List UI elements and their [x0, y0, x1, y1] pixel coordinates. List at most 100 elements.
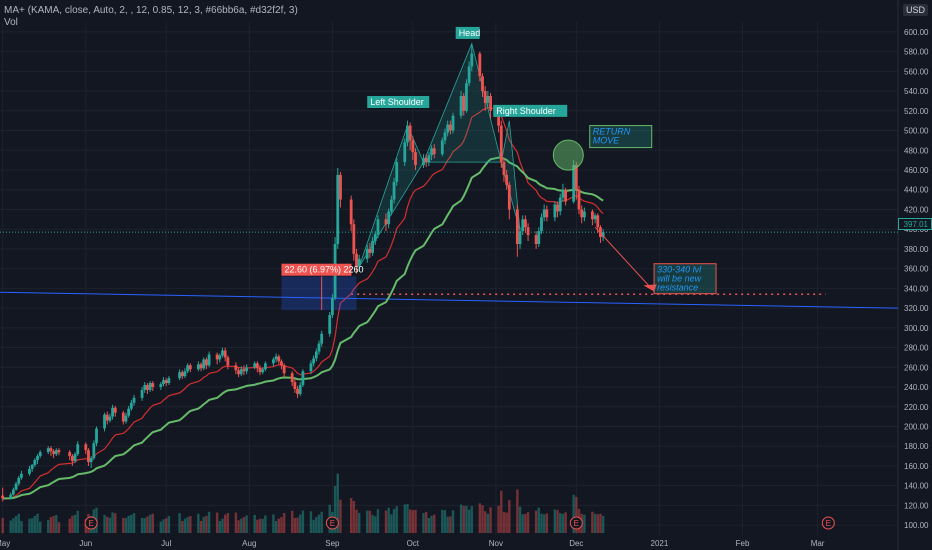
volume-bar — [524, 513, 527, 533]
return-move-circle — [552, 139, 584, 171]
volume-bar — [202, 516, 205, 533]
volume-bar — [245, 515, 248, 533]
candle-body — [355, 253, 358, 267]
volume-bar — [55, 514, 58, 533]
kama-fast-line — [2, 156, 604, 500]
volume-bar — [30, 518, 34, 533]
candle-body — [368, 248, 372, 253]
volume-bar — [572, 494, 575, 533]
candle-body — [199, 364, 203, 369]
volume-bar — [451, 510, 455, 533]
earnings-marker-label: E — [826, 519, 831, 528]
volume-bar — [178, 513, 181, 533]
left-shoulder-label: Left Shoulder — [370, 97, 424, 107]
volume-bar — [183, 518, 187, 533]
resistance-note-label: 330-340 lvl — [657, 265, 702, 275]
volume-bar — [186, 517, 189, 533]
candle-body — [467, 66, 471, 84]
volume-bar — [374, 516, 377, 533]
volume-bar — [387, 507, 390, 533]
volume-bar — [599, 513, 602, 533]
candle-body — [52, 451, 56, 455]
earnings-marker-icon — [821, 516, 835, 530]
volume-bar — [282, 512, 286, 533]
volume-bar — [478, 503, 482, 533]
volume-bar — [368, 510, 372, 533]
volume-bar — [406, 504, 409, 533]
y-tick-label: 480.00 — [904, 146, 929, 155]
y-tick-label: 340.00 — [904, 284, 929, 293]
x-tick-label: May — [0, 539, 10, 548]
candle-body — [596, 215, 600, 228]
volume-bar — [189, 516, 192, 533]
volume-bar — [465, 505, 468, 533]
candle-body — [30, 464, 34, 469]
volume-bar — [132, 513, 136, 533]
volume-bar — [151, 513, 154, 533]
volume-bar — [395, 506, 398, 533]
currency-badge[interactable]: USD — [902, 4, 928, 16]
candle-body — [282, 365, 286, 374]
volume-bar — [274, 520, 278, 533]
volume-bar — [146, 516, 149, 533]
earnings-marker-label: E — [88, 519, 93, 528]
candle-body — [57, 450, 61, 453]
measure-label-box — [281, 263, 352, 276]
candle-body — [54, 450, 58, 455]
candle-body — [124, 415, 128, 422]
volume-bar — [441, 509, 444, 533]
volume-bar — [290, 510, 294, 533]
volume-bar — [355, 509, 358, 533]
candle-body — [36, 456, 39, 461]
volume-bar — [258, 518, 262, 533]
candle-body — [591, 211, 594, 220]
candle-body — [159, 384, 163, 388]
y-tick-label: 180.00 — [904, 442, 929, 451]
candle-body — [518, 231, 522, 244]
y-tick-label: 300.00 — [904, 324, 929, 333]
x-tick-label: 2021 — [651, 539, 669, 548]
candle-body — [296, 388, 299, 394]
volume-bar — [108, 517, 112, 533]
candle-body — [46, 448, 50, 453]
candle-body — [95, 428, 98, 444]
volume-bar — [39, 521, 42, 533]
candle-body — [301, 371, 305, 386]
candle-body — [12, 489, 15, 495]
return-move-label: MOVE — [593, 136, 621, 146]
volume-bar — [73, 514, 77, 533]
candle-body — [140, 389, 144, 398]
volume-bar — [390, 514, 393, 533]
candle-body — [392, 181, 396, 200]
candle-body — [28, 468, 31, 474]
candle-body — [384, 219, 388, 225]
volume-bar — [218, 520, 222, 533]
volume-bar — [542, 514, 546, 533]
candle-body — [593, 215, 597, 220]
candle-body — [523, 219, 527, 228]
measure-label: 22.60 (6.97%) 2260 — [284, 265, 363, 275]
volume-bar — [443, 510, 447, 533]
volume-bar — [518, 506, 522, 533]
y-tick-label: 420.00 — [904, 205, 929, 214]
volume-legend: Vol — [4, 17, 18, 28]
y-tick-label: 320.00 — [904, 304, 929, 313]
volume-bar — [14, 516, 18, 533]
volume-bar — [553, 509, 557, 533]
candle-body — [105, 414, 109, 421]
candle-body — [317, 343, 321, 352]
earnings-marker-label: E — [330, 519, 335, 528]
volume-bar — [17, 513, 20, 533]
candle-body — [290, 373, 294, 383]
head-label-box — [455, 26, 480, 39]
volume-bar — [366, 510, 369, 533]
volume-bar — [264, 515, 267, 533]
volume-bar — [253, 514, 256, 533]
volume-bar — [315, 516, 318, 533]
volume-bar — [296, 517, 299, 533]
volume-bar — [205, 515, 208, 533]
left-shoulder-label-box — [367, 95, 430, 108]
volume-bar — [575, 496, 578, 533]
candle-body — [314, 351, 318, 359]
